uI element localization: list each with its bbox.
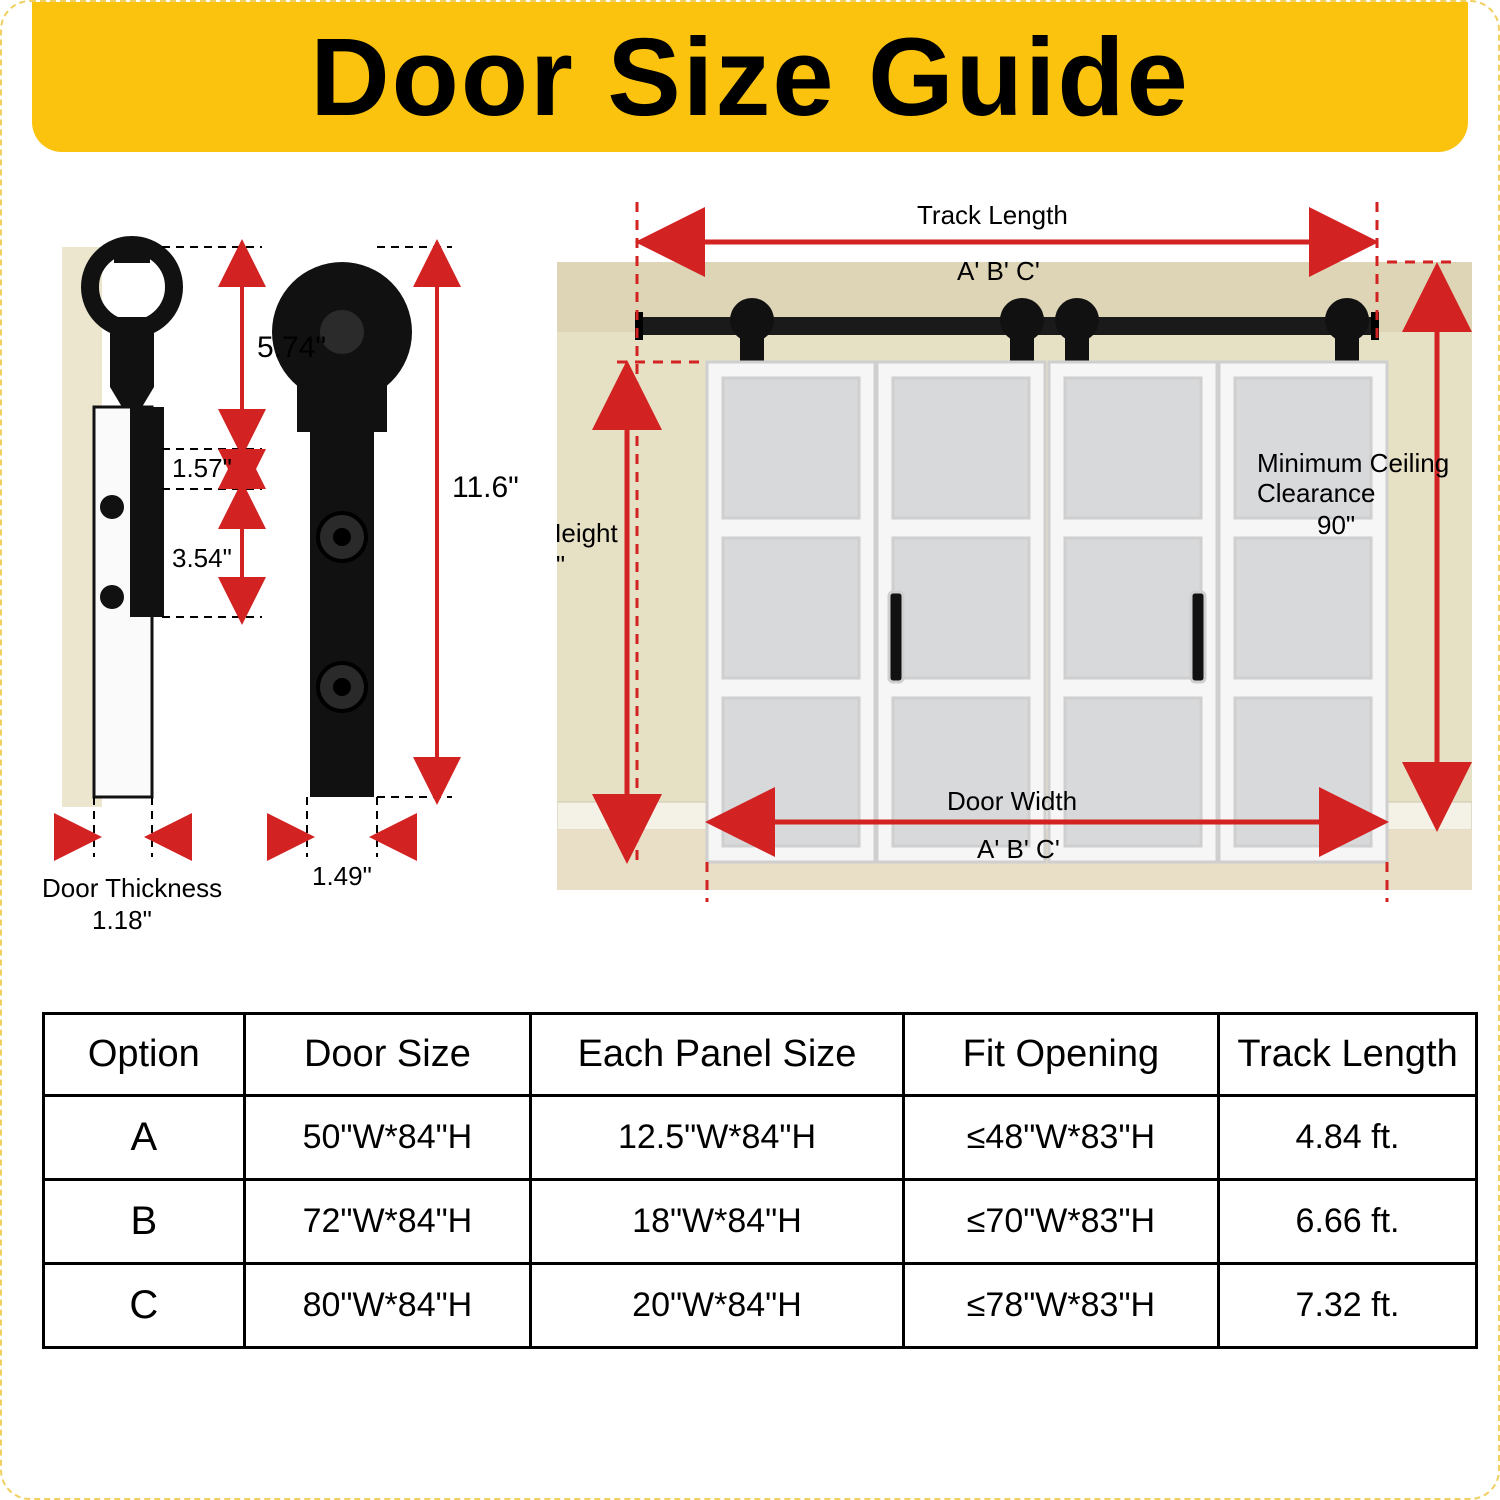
cell-doorsize: 50"W*84"H <box>244 1096 531 1180</box>
door-height-value: 84" <box>557 550 565 580</box>
cell-doorsize: 80"W*84"H <box>244 1264 531 1348</box>
dim-1-49: 1.49" <box>312 861 372 891</box>
cell-option: A <box>44 1096 245 1180</box>
hardware-diagram: 5.74" 1.57" 3.54" 11.6" 1.49" Door Thick… <box>32 217 532 937</box>
track-length-label: Track Length <box>917 202 1068 230</box>
dim-3-54: 3.54" <box>172 543 232 573</box>
door-width-label: Door Width <box>947 786 1077 816</box>
cell-option: C <box>44 1264 245 1348</box>
clearance-value: 90" <box>1317 510 1355 540</box>
abc-top: A' B' C' <box>957 256 1040 286</box>
header-bar: Door Size Guide <box>32 2 1468 152</box>
th-door-size: Door Size <box>244 1014 531 1096</box>
door-thickness-label: Door Thickness <box>42 873 222 903</box>
th-fit: Fit Opening <box>903 1014 1218 1096</box>
cell-panelsize: 12.5"W*84"H <box>531 1096 904 1180</box>
page-title: Door Size Guide <box>310 14 1190 141</box>
door-height-label: Door Height <box>557 518 619 548</box>
cell-fit: ≤78"W*83"H <box>903 1264 1218 1348</box>
size-table: Option Door Size Each Panel Size Fit Ope… <box>42 1012 1478 1349</box>
th-track: Track Length <box>1219 1014 1477 1096</box>
cell-track: 4.84 ft. <box>1219 1096 1477 1180</box>
cell-doorsize: 72"W*84"H <box>244 1180 531 1264</box>
table-header-row: Option Door Size Each Panel Size Fit Ope… <box>44 1014 1477 1096</box>
clearance-label-2: Clearance <box>1257 478 1376 508</box>
room-diagram: Track Length A' B' C' Door Height 84" Mi… <box>557 202 1472 932</box>
th-option: Option <box>44 1014 245 1096</box>
cell-track: 7.32 ft. <box>1219 1264 1477 1348</box>
dim-11-6: 11.6" <box>452 471 519 504</box>
dim-1-57: 1.57" <box>172 453 232 483</box>
door-thickness-value: 1.18" <box>92 905 152 935</box>
cell-fit: ≤48"W*83"H <box>903 1096 1218 1180</box>
th-panel-size: Each Panel Size <box>531 1014 904 1096</box>
abc-bottom: A' B' C' <box>977 834 1060 864</box>
table-row: A 50"W*84"H 12.5"W*84"H ≤48"W*83"H 4.84 … <box>44 1096 1477 1180</box>
clearance-label-1: Minimum Ceiling <box>1257 448 1449 478</box>
cell-track: 6.66 ft. <box>1219 1180 1477 1264</box>
table-row: C 80"W*84"H 20"W*84"H ≤78"W*83"H 7.32 ft… <box>44 1264 1477 1348</box>
cell-option: B <box>44 1180 245 1264</box>
table-row: B 72"W*84"H 18"W*84"H ≤70"W*83"H 6.66 ft… <box>44 1180 1477 1264</box>
infographic-canvas: Door Size Guide <box>0 0 1500 1500</box>
cell-panelsize: 20"W*84"H <box>531 1264 904 1348</box>
cell-panelsize: 18"W*84"H <box>531 1180 904 1264</box>
dim-5-74: 5.74" <box>257 331 326 364</box>
cell-fit: ≤70"W*83"H <box>903 1180 1218 1264</box>
